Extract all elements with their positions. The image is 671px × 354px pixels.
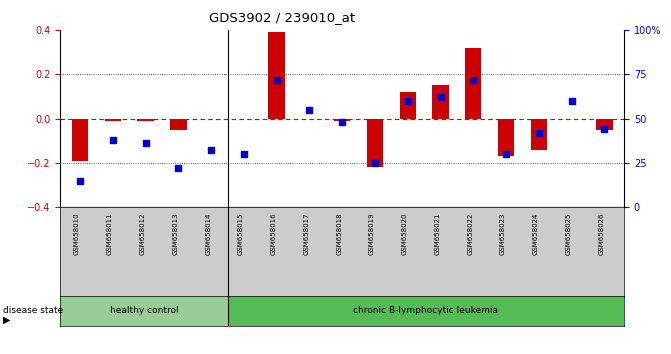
Text: GSM658022: GSM658022: [467, 212, 473, 255]
Text: GSM658024: GSM658024: [533, 212, 539, 255]
Text: GSM658023: GSM658023: [500, 212, 506, 255]
Bar: [465, 48, 482, 119]
Bar: [498, 119, 514, 156]
Point: [140, 141, 151, 146]
Point: [370, 160, 380, 166]
Text: GSM658025: GSM658025: [566, 212, 572, 255]
Text: GSM658015: GSM658015: [238, 212, 244, 255]
Point: [304, 107, 315, 113]
Bar: [60, 296, 227, 326]
Bar: [432, 85, 449, 119]
Point: [238, 151, 249, 157]
Point: [403, 98, 413, 104]
Text: disease state: disease state: [3, 306, 64, 315]
Point: [271, 77, 282, 82]
Text: GSM658021: GSM658021: [435, 212, 441, 255]
Bar: [170, 119, 187, 130]
Point: [533, 130, 544, 136]
Point: [107, 137, 118, 143]
Text: GSM658017: GSM658017: [303, 212, 309, 255]
Point: [468, 77, 478, 82]
Bar: [138, 119, 154, 121]
Bar: [334, 119, 350, 121]
Text: GSM658018: GSM658018: [336, 212, 342, 255]
Text: GSM658011: GSM658011: [107, 212, 113, 255]
Bar: [367, 119, 383, 167]
Text: ▶: ▶: [3, 315, 11, 325]
Text: GSM658026: GSM658026: [599, 212, 605, 255]
Point: [599, 126, 610, 132]
Text: healthy control: healthy control: [109, 306, 178, 315]
Text: GSM658012: GSM658012: [140, 212, 146, 255]
Text: GSM658014: GSM658014: [205, 212, 211, 255]
Text: GSM658010: GSM658010: [74, 212, 80, 255]
Text: chronic B-lymphocytic leukemia: chronic B-lymphocytic leukemia: [353, 306, 499, 315]
Bar: [399, 92, 416, 119]
Text: GDS3902 / 239010_at: GDS3902 / 239010_at: [209, 11, 355, 24]
Point: [435, 95, 446, 100]
Point: [173, 165, 184, 171]
Text: GSM658013: GSM658013: [172, 212, 178, 255]
Point: [337, 119, 348, 125]
Point: [74, 178, 85, 183]
Bar: [105, 119, 121, 121]
Point: [501, 151, 511, 157]
Bar: [268, 32, 285, 119]
Point: [566, 98, 577, 104]
Bar: [596, 119, 613, 130]
Text: GSM658019: GSM658019: [369, 212, 375, 255]
Bar: [531, 119, 547, 149]
Point: [206, 148, 217, 153]
Bar: [72, 119, 89, 161]
Text: GSM658016: GSM658016: [270, 212, 276, 255]
Text: GSM658020: GSM658020: [402, 212, 408, 255]
